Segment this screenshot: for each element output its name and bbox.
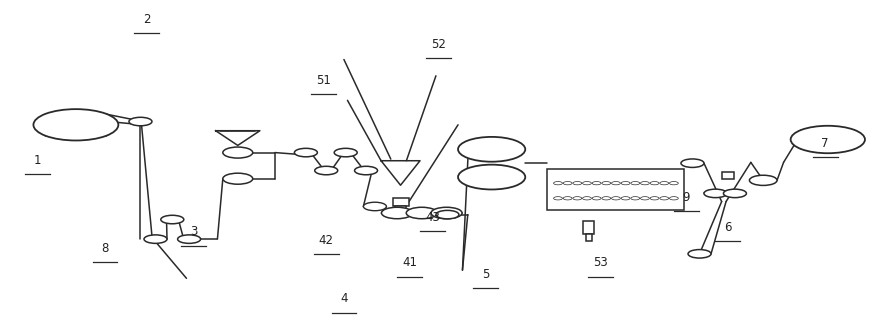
Circle shape bbox=[650, 182, 659, 185]
Circle shape bbox=[583, 197, 591, 200]
Circle shape bbox=[161, 215, 183, 224]
Circle shape bbox=[573, 197, 582, 200]
Text: 6: 6 bbox=[724, 220, 732, 234]
Circle shape bbox=[177, 235, 200, 243]
Text: 52: 52 bbox=[431, 38, 446, 51]
Circle shape bbox=[660, 182, 669, 185]
Text: 42: 42 bbox=[319, 234, 334, 247]
Circle shape bbox=[431, 207, 462, 219]
Circle shape bbox=[363, 202, 386, 211]
Circle shape bbox=[129, 117, 152, 126]
Circle shape bbox=[704, 189, 727, 198]
Text: 5: 5 bbox=[482, 268, 489, 281]
Text: 41: 41 bbox=[402, 256, 417, 270]
Circle shape bbox=[573, 182, 582, 185]
Circle shape bbox=[554, 197, 563, 200]
Circle shape bbox=[458, 165, 525, 190]
Circle shape bbox=[407, 207, 438, 219]
Circle shape bbox=[750, 175, 777, 185]
Circle shape bbox=[222, 173, 253, 184]
Circle shape bbox=[294, 148, 317, 157]
Circle shape bbox=[790, 126, 865, 153]
Circle shape bbox=[592, 182, 601, 185]
Circle shape bbox=[650, 197, 659, 200]
Circle shape bbox=[334, 148, 357, 157]
Circle shape bbox=[563, 197, 572, 200]
Text: 4: 4 bbox=[340, 293, 347, 305]
Circle shape bbox=[602, 197, 610, 200]
Text: 7: 7 bbox=[821, 137, 829, 150]
Bar bbox=[587, 234, 592, 241]
Circle shape bbox=[670, 182, 679, 185]
Circle shape bbox=[315, 166, 338, 175]
Text: 2: 2 bbox=[143, 13, 151, 26]
Bar bbox=[583, 220, 595, 234]
Circle shape bbox=[592, 197, 601, 200]
Circle shape bbox=[144, 235, 167, 243]
Circle shape bbox=[34, 109, 119, 140]
Text: 8: 8 bbox=[101, 242, 109, 255]
Circle shape bbox=[583, 182, 591, 185]
Bar bbox=[722, 172, 734, 179]
Text: 43: 43 bbox=[425, 211, 439, 224]
Circle shape bbox=[554, 182, 563, 185]
Text: 3: 3 bbox=[190, 225, 198, 238]
Circle shape bbox=[631, 197, 640, 200]
Text: 1: 1 bbox=[34, 154, 42, 167]
Circle shape bbox=[458, 137, 525, 162]
Text: 53: 53 bbox=[593, 256, 608, 270]
Text: 51: 51 bbox=[316, 73, 331, 87]
Circle shape bbox=[563, 182, 572, 185]
Circle shape bbox=[436, 210, 459, 219]
Circle shape bbox=[611, 197, 620, 200]
Circle shape bbox=[681, 159, 704, 167]
Bar bbox=[392, 198, 408, 206]
Circle shape bbox=[724, 189, 746, 198]
Circle shape bbox=[611, 182, 620, 185]
Circle shape bbox=[660, 197, 669, 200]
Circle shape bbox=[631, 182, 640, 185]
Circle shape bbox=[641, 197, 649, 200]
Circle shape bbox=[602, 182, 610, 185]
Circle shape bbox=[621, 197, 630, 200]
Circle shape bbox=[621, 182, 630, 185]
Circle shape bbox=[382, 207, 413, 219]
Circle shape bbox=[688, 250, 711, 258]
Circle shape bbox=[354, 166, 377, 175]
Text: 9: 9 bbox=[682, 191, 690, 204]
Circle shape bbox=[670, 197, 679, 200]
Circle shape bbox=[641, 182, 649, 185]
Circle shape bbox=[222, 147, 253, 158]
Bar bbox=[395, 206, 406, 210]
Bar bbox=[548, 169, 685, 210]
